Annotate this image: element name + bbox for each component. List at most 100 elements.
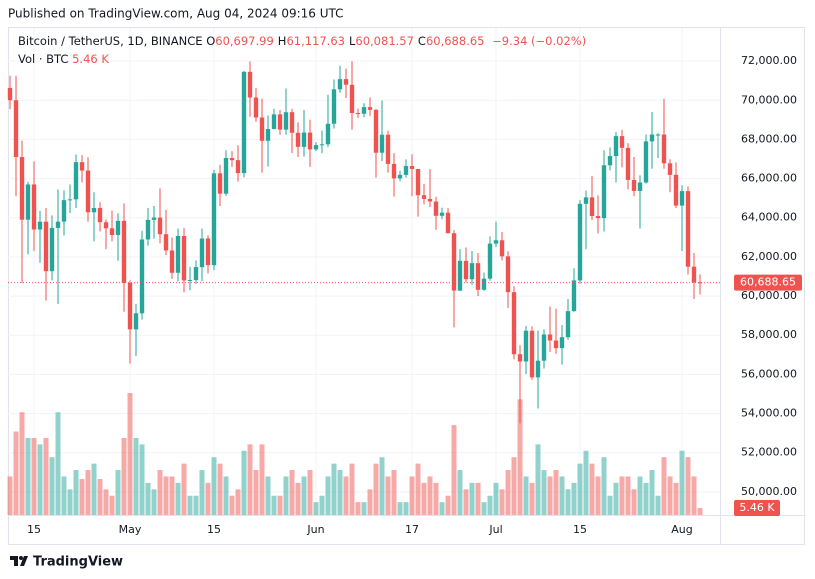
- candle-body: [229, 158, 235, 161]
- volume-bar: [337, 470, 343, 515]
- last-volume-label: 5.46 K: [739, 501, 775, 514]
- volume-bar: [49, 457, 55, 515]
- volume-bar: [307, 470, 313, 515]
- candle-body: [553, 340, 559, 349]
- candle-body: [211, 173, 217, 266]
- candle-body: [619, 136, 625, 148]
- volume-bar: [55, 412, 61, 515]
- volume-bar: [421, 482, 427, 515]
- candle-body: [511, 292, 517, 355]
- change: −9.34 (−0.02%): [492, 34, 587, 48]
- volume-bar: [355, 502, 361, 515]
- volume-bar: [91, 463, 97, 515]
- candle-body: [481, 278, 487, 290]
- candle-body: [679, 191, 685, 206]
- volume-bar: [373, 463, 379, 515]
- candle-body: [193, 267, 199, 281]
- volume-bar: [637, 476, 643, 515]
- y-tick-label: 66,000.00: [741, 172, 797, 185]
- candle-body: [643, 141, 649, 183]
- candle-body: [253, 97, 259, 118]
- volume-bar: [79, 479, 85, 515]
- candle-body: [541, 334, 547, 361]
- candle-body: [655, 134, 661, 136]
- candle-body: [529, 330, 535, 378]
- y-tick-label: 64,000.00: [741, 211, 797, 224]
- candle-body: [439, 212, 445, 216]
- candle-body: [433, 201, 439, 216]
- volume-bar: [685, 457, 691, 515]
- volume-bar: [109, 495, 115, 515]
- volume-bar: [649, 470, 655, 515]
- volume-bar: [547, 476, 553, 515]
- candle-body: [49, 227, 55, 272]
- candle-body: [175, 235, 181, 273]
- volume-bar: [457, 470, 463, 515]
- x-tick-label: Jul: [488, 523, 502, 536]
- volume-bar: [103, 489, 109, 515]
- volume-bar: [13, 431, 19, 515]
- candle-body: [103, 222, 109, 229]
- candle-body: [199, 238, 205, 268]
- volume-bar: [61, 476, 67, 515]
- volume-bar: [283, 476, 289, 515]
- volume-bar: [691, 476, 697, 515]
- candle-body: [673, 174, 679, 206]
- y-tick-label: 54,000.00: [741, 407, 797, 420]
- candle-body: [217, 173, 223, 194]
- volume-bar: [259, 444, 265, 515]
- volume-bar: [145, 482, 151, 515]
- candle-body: [277, 114, 283, 130]
- y-tick-label: 58,000.00: [741, 328, 797, 341]
- volume-bar: [181, 463, 187, 515]
- x-tick-label: 17: [405, 523, 419, 536]
- volume-bar: [631, 489, 637, 515]
- volume-bar: [541, 470, 547, 515]
- volume-bar: [379, 457, 385, 515]
- candle-body: [589, 197, 595, 216]
- candle-body: [325, 123, 331, 145]
- candle-body: [631, 179, 637, 191]
- volume-bar: [199, 470, 205, 515]
- volume-bar: [661, 457, 667, 515]
- volume-bar: [595, 476, 601, 515]
- ohlc-key: L: [348, 34, 356, 48]
- volume-bar: [655, 495, 661, 515]
- candle-body: [685, 191, 691, 267]
- candle-body: [319, 144, 325, 146]
- volume-bar: [157, 470, 163, 515]
- volume-bar: [115, 470, 121, 515]
- candle-body: [295, 132, 301, 147]
- candle-body: [661, 134, 667, 164]
- volume-bar: [553, 470, 559, 515]
- volume-bar: [589, 463, 595, 515]
- legend-volume: Vol · BTC 5.46 K: [18, 52, 109, 66]
- candle-body: [127, 282, 133, 330]
- volume-bar: [31, 437, 37, 515]
- candle-body: [169, 250, 175, 273]
- candle-body: [283, 112, 289, 130]
- last-price-badge: [734, 274, 802, 291]
- candle-body: [361, 107, 367, 114]
- candle-body: [421, 195, 427, 199]
- candle-body: [343, 79, 349, 85]
- ohlc-value: 60,081.57: [355, 34, 414, 48]
- volume-bar: [319, 495, 325, 515]
- volume-bar: [415, 463, 421, 515]
- candle-body: [547, 334, 553, 341]
- volume-bar: [223, 476, 229, 515]
- candle-body: [25, 184, 31, 220]
- volume-bar: [487, 495, 493, 515]
- volume-bar: [127, 393, 133, 515]
- volume-bar: [445, 495, 451, 515]
- volume-bar: [577, 463, 583, 515]
- volume-bar: [169, 476, 175, 515]
- volume-bar: [85, 470, 91, 515]
- volume-bar: [151, 489, 157, 515]
- candle-body: [307, 132, 313, 150]
- volume-bar: [205, 482, 211, 515]
- candle-body: [289, 112, 295, 133]
- x-tick-label: May: [119, 523, 142, 536]
- ohlc-value: 60,697.99: [215, 34, 274, 48]
